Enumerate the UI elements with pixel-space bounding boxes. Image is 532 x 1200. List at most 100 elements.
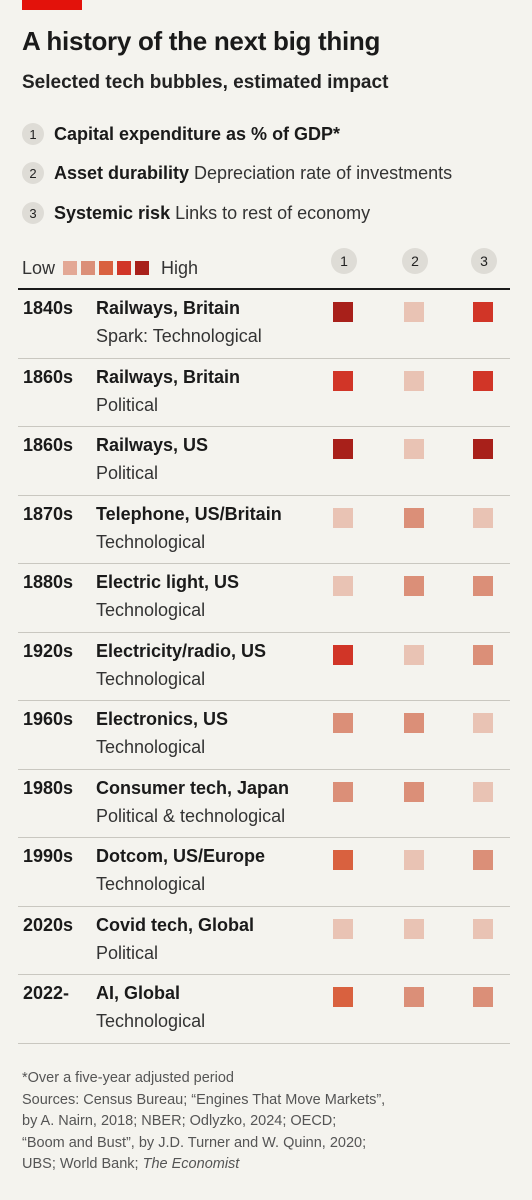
key-number: 2 bbox=[22, 162, 44, 184]
heat-cell-1 bbox=[333, 302, 353, 322]
legend-swatch bbox=[63, 261, 78, 275]
key-item-3: 3 Systemic risk Links to rest of economy bbox=[22, 200, 370, 226]
heat-cell-3 bbox=[473, 781, 493, 802]
heat-cell-1 bbox=[333, 439, 353, 459]
heat-cell-3 bbox=[473, 713, 493, 733]
row-spark: Spark: Technological bbox=[96, 326, 262, 346]
color-legend: Low High bbox=[22, 255, 198, 281]
key-number: 1 bbox=[22, 123, 44, 145]
row-name: Electric light, US bbox=[96, 572, 240, 592]
sources-publication: The Economist bbox=[142, 1156, 240, 1172]
table-row: 2020s Covid tech, Global Political bbox=[18, 907, 510, 975]
heat-cell-3 bbox=[473, 850, 493, 870]
heat-cell-2 bbox=[404, 576, 424, 596]
heat-cell-1 bbox=[333, 987, 353, 1007]
row-spark: Political bbox=[96, 942, 159, 963]
heat-cell-3 bbox=[473, 918, 493, 939]
table-row: 1860s Railways, US Political bbox=[18, 427, 510, 496]
chart-subtitle: Selected tech bubbles, estimated impact bbox=[22, 72, 389, 93]
accent-bar bbox=[22, 0, 82, 10]
heat-cell-2 bbox=[404, 644, 424, 665]
table-row: 1990s Dotcom, US/Europe Technological bbox=[18, 838, 510, 907]
row-decade: 1860s bbox=[23, 366, 74, 387]
key-desc: Links to rest of economy bbox=[175, 202, 371, 223]
heat-cell-3 bbox=[473, 987, 493, 1007]
table-row: 1980s Consumer tech, Japan Political & tec… bbox=[18, 770, 510, 838]
row-decade: 1870s bbox=[23, 503, 74, 524]
heat-cell-3 bbox=[473, 644, 493, 665]
table-row: 1840s Railways, Britain Spark: Technologic… bbox=[18, 290, 510, 359]
heat-cell-3 bbox=[473, 507, 493, 528]
heat-cell-2 bbox=[404, 507, 424, 528]
heat-cell-2 bbox=[404, 850, 424, 870]
sources-line: Sources: Census Bureau; “Engines That Mo… bbox=[22, 1091, 386, 1108]
row-spark: Technological bbox=[96, 737, 206, 757]
heat-cell-1 bbox=[333, 918, 353, 939]
row-spark: Political & technological bbox=[96, 805, 286, 826]
bubble-table: 1840s Railways, Britain Spark: Technologic… bbox=[18, 290, 510, 1044]
key-name: Capital expenditure as % of GDP* bbox=[54, 123, 341, 144]
row-name: Dotcom, US/Europe bbox=[96, 846, 266, 866]
row-spark: Technological bbox=[96, 874, 206, 894]
heat-cell-1 bbox=[333, 507, 353, 528]
footer: *Over a five-year adjusted period Source… bbox=[22, 1068, 492, 1176]
row-decade: 2020s bbox=[23, 914, 74, 935]
sources-line: by A. Nairn, 2018; NBER; Odlyzko, 2024; … bbox=[22, 1113, 337, 1129]
chart-title: A history of the next big thing bbox=[22, 26, 381, 56]
row-name: Railways, US bbox=[96, 435, 209, 455]
key-item-1: 1 Capital expenditure as % of GDP* bbox=[22, 121, 345, 147]
table-row: 2022- AI, Global Technological bbox=[18, 975, 510, 1044]
heat-cell-1 bbox=[333, 644, 353, 665]
row-name: AI, Global bbox=[96, 983, 181, 1003]
row-name: Telephone, US/Britain bbox=[96, 503, 282, 524]
row-spark: Political bbox=[96, 394, 159, 415]
legend-swatch bbox=[81, 261, 96, 275]
column-header-3: 3 bbox=[471, 248, 497, 274]
heat-cell-2 bbox=[404, 439, 424, 459]
key-name: Asset durability bbox=[54, 162, 190, 183]
legend-swatch bbox=[117, 261, 132, 275]
table-row: 1860s Railways, Britain Political bbox=[18, 359, 510, 427]
row-name: Electricity/radio, US bbox=[96, 640, 267, 661]
column-header-1: 1 bbox=[331, 248, 357, 274]
row-decade: 1880s bbox=[23, 572, 74, 592]
heat-cell-3 bbox=[473, 370, 493, 391]
header-rule bbox=[18, 288, 510, 290]
heat-cell-2 bbox=[404, 781, 424, 802]
row-decade: 1920s bbox=[23, 640, 74, 661]
legend-swatch bbox=[135, 261, 150, 275]
heat-cell-1 bbox=[333, 850, 353, 870]
column-header-2: 2 bbox=[402, 248, 428, 274]
key-number: 3 bbox=[22, 202, 44, 224]
table-row: 1880s Electric light, US Technological bbox=[18, 564, 510, 633]
table-row: 1920s Electricity/radio, US Technological bbox=[18, 633, 510, 701]
row-spark: Political bbox=[96, 463, 159, 483]
footnote: *Over a five-year adjusted period bbox=[22, 1070, 234, 1086]
table-row: 1960s Electronics, US Technological bbox=[18, 701, 510, 770]
heat-cell-3 bbox=[473, 302, 493, 322]
row-decade: 1840s bbox=[23, 298, 74, 318]
heat-cell-1 bbox=[333, 713, 353, 733]
legend-swatch bbox=[99, 261, 114, 275]
row-spark: Technological bbox=[96, 1011, 206, 1031]
table-row: 1870s Telephone, US/Britain Technological bbox=[18, 496, 510, 564]
legend-low-label: Low bbox=[22, 257, 56, 278]
heat-cell-1 bbox=[333, 576, 353, 596]
sources-text: UBS; World Bank; bbox=[22, 1156, 139, 1172]
row-name: Consumer tech, Japan bbox=[96, 777, 290, 798]
row-decade: 2022- bbox=[23, 983, 70, 1003]
sources-line: UBS; World Bank; The Economist bbox=[22, 1154, 492, 1176]
row-name: Railways, Britain bbox=[96, 298, 241, 318]
row-spark: Technological bbox=[96, 531, 206, 552]
row-spark: Technological bbox=[96, 600, 206, 620]
heat-cell-1 bbox=[333, 781, 353, 802]
key-item-2: 2 Asset durability Depreciation rate of … bbox=[22, 160, 452, 186]
heat-cell-3 bbox=[473, 576, 493, 596]
row-name: Covid tech, Global bbox=[96, 914, 255, 935]
legend-high-label: High bbox=[161, 257, 199, 278]
legend-swatches bbox=[63, 261, 153, 275]
heat-cell-2 bbox=[404, 713, 424, 733]
row-decade: 1980s bbox=[23, 777, 74, 798]
heat-cell-2 bbox=[404, 918, 424, 939]
heat-cell-2 bbox=[404, 302, 424, 322]
